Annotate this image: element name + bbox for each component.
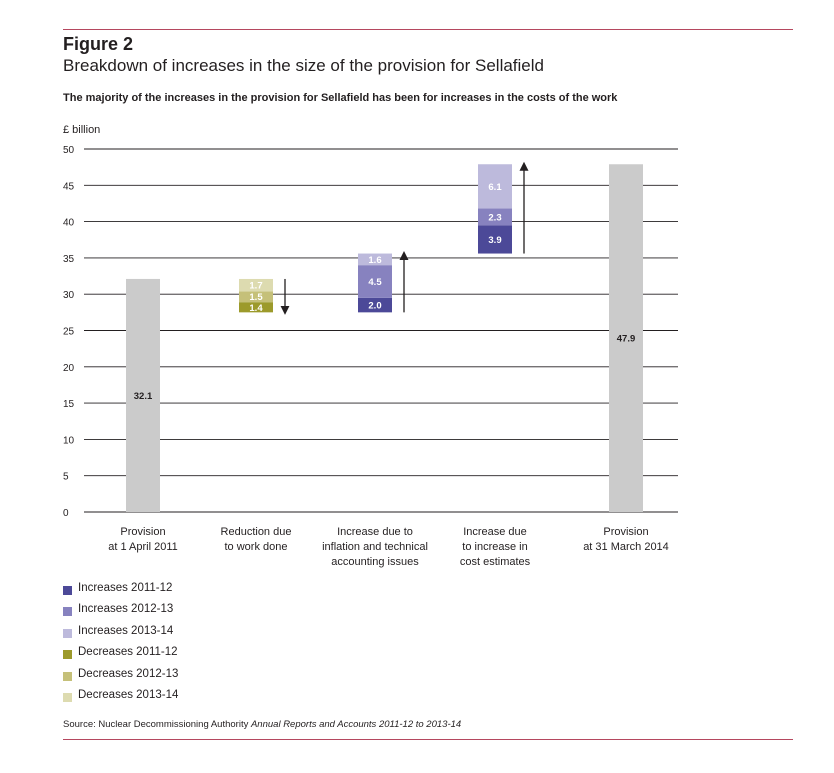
legend-swatch [63, 586, 72, 595]
x-category-label: Provision at 31 March 2014 [583, 526, 669, 553]
y-tick-label: 20 [63, 363, 75, 374]
legend-swatch [63, 628, 72, 638]
figure-label: Figure 2 [63, 34, 134, 54]
legend-label: Increases 2012-13 [78, 603, 174, 616]
y-tick-label: 40 [63, 218, 75, 229]
y-tick-label: 5 [63, 472, 69, 483]
source-prefix: Source: Nuclear Decommissioning Authorit… [63, 719, 251, 730]
x-category-label: Provision at 1 April 2011 [108, 526, 178, 553]
bar-data-label: 4.5 [368, 277, 382, 288]
bar-segment [239, 302, 273, 313]
legend-label: Increases 2013-14 [78, 624, 174, 637]
source-note: Source: Nuclear Decommissioning Authorit… [63, 719, 461, 730]
bar-segment [126, 278, 160, 512]
y-tick-label: 30 [63, 290, 75, 301]
bar-data-label: 32.1 [134, 391, 153, 402]
y-tick-label: 10 [63, 435, 75, 446]
bar-data-label: 6.1 [488, 182, 502, 193]
y-tick-label: 45 [63, 181, 75, 192]
x-category-label: Increase due to inflation and technical ac… [322, 526, 428, 568]
bar-segment [358, 297, 392, 313]
bar-data-label: 1.6 [368, 255, 381, 266]
figure-subtitle: The majority of the increases in the pro… [63, 92, 618, 104]
x-category-label: Reduction due to work done [221, 526, 292, 553]
bar-data-label: 2.0 [368, 301, 381, 312]
legend-swatch [63, 671, 72, 681]
legend-swatch [63, 607, 72, 617]
bar-segment [358, 253, 392, 266]
x-category-label: Increase due to increase in cost estimates [460, 526, 531, 568]
bar-data-label: 1.4 [249, 303, 263, 314]
bar-data-label: 1.5 [249, 292, 263, 303]
bar-segment [358, 265, 392, 298]
figure-title: Breakdown of increases in the size of th… [63, 56, 544, 75]
legend-label: Decreases 2012-13 [78, 667, 179, 680]
bar-segment [239, 278, 273, 292]
bar-data-label: 2.3 [488, 212, 501, 223]
legend-label: Decreases 2011-12 [78, 646, 178, 659]
bar-data-label: 1.7 [249, 281, 262, 292]
bar-segment [478, 225, 512, 254]
bar-segment [478, 164, 512, 209]
legend-label: Increases 2011-12 [78, 582, 173, 594]
y-tick-label: 35 [63, 254, 75, 265]
bar-data-label: 47.9 [617, 334, 636, 345]
y-tick-label: 15 [63, 399, 75, 410]
legend-swatch [63, 650, 72, 660]
bar-segment [239, 291, 273, 303]
bottom-rule [63, 739, 793, 740]
waterfall-chart: £ billion0510152025303540455032.11.41.51… [63, 124, 678, 568]
bar-segment [609, 164, 643, 512]
top-rule [63, 29, 793, 30]
bar-data-label: 3.9 [488, 235, 501, 246]
source-report-title: Annual Reports and Accounts 2011-12 to 2… [250, 719, 462, 730]
y-axis-unit-label: £ billion [63, 124, 100, 136]
y-tick-label: 50 [63, 145, 75, 156]
legend-swatch [63, 692, 72, 702]
bar-segment [478, 208, 512, 226]
y-tick-label: 25 [63, 327, 75, 338]
y-tick-label: 0 [63, 508, 69, 519]
legend-label: Decreases 2013-14 [78, 688, 179, 701]
